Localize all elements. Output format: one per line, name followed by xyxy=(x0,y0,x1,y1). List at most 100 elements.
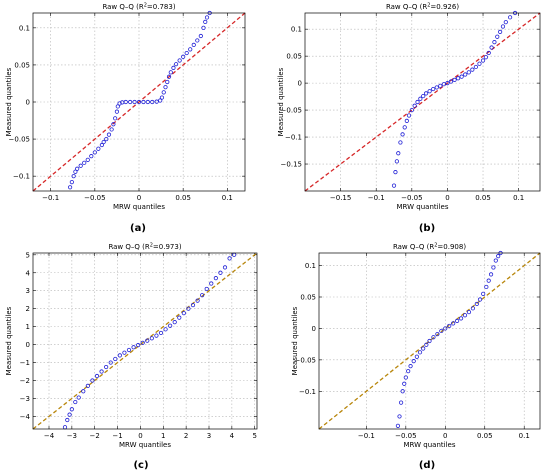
data-point xyxy=(456,76,461,81)
data-point xyxy=(427,338,432,344)
y-tick-label: 3 xyxy=(26,287,30,295)
x-tick-label: −0.05 xyxy=(395,432,416,440)
data-point xyxy=(81,389,86,394)
x-tick-label: −0.1 xyxy=(368,194,385,202)
data-point xyxy=(166,74,172,79)
chart-title-text: Raw Q–Q (R xyxy=(393,243,434,251)
chart-title-text: Raw Q–Q (R xyxy=(102,3,143,11)
x-tick-label: 4 xyxy=(230,432,235,440)
data-point xyxy=(73,169,78,174)
data-point xyxy=(154,333,159,338)
chart-title-text: Raw Q–Q (R xyxy=(386,3,427,11)
data-point xyxy=(209,281,214,286)
data-point xyxy=(104,136,109,142)
data-point xyxy=(101,139,106,145)
data-point xyxy=(423,91,429,96)
data-point xyxy=(177,58,182,63)
data-point xyxy=(496,254,501,259)
data-point xyxy=(409,107,414,113)
y-tick-label: −3 xyxy=(20,395,30,403)
x-tick-label: 1 xyxy=(161,432,165,440)
data-point xyxy=(145,99,150,105)
data-point xyxy=(400,389,405,394)
data-point xyxy=(477,297,483,302)
data-point xyxy=(94,373,100,379)
data-point xyxy=(431,86,436,92)
data-point xyxy=(163,327,168,332)
data-point xyxy=(391,183,397,188)
data-point xyxy=(85,383,90,388)
data-point xyxy=(165,79,170,85)
x-axis-label: MRW quantiles xyxy=(113,203,165,211)
data-point xyxy=(486,50,491,56)
data-point xyxy=(402,381,407,386)
data-point xyxy=(443,326,448,331)
y-tick-label: −1 xyxy=(20,359,30,367)
data-point xyxy=(85,157,90,162)
data-point xyxy=(184,50,189,56)
data-point xyxy=(493,258,498,263)
y-axis-label: Measured quantiles xyxy=(291,306,299,375)
data-point xyxy=(113,356,118,362)
data-point xyxy=(132,99,137,105)
data-point xyxy=(213,276,218,281)
data-point xyxy=(188,47,193,52)
y-tick-label: −0.15 xyxy=(281,161,302,169)
x-tick-label: 0.1 xyxy=(513,194,524,202)
chart-title: Raw Q–Q (R2=0.908) xyxy=(393,243,466,252)
data-point xyxy=(136,99,142,105)
chart-title-value: =0.973) xyxy=(153,243,182,251)
data-point xyxy=(445,81,450,86)
chart-title-value: =0.783) xyxy=(147,3,176,11)
data-point xyxy=(395,423,401,428)
data-point xyxy=(227,256,232,261)
x-axis-label: MRW quantiles xyxy=(119,441,171,449)
y-tick-label: 0 xyxy=(26,341,30,349)
data-point xyxy=(201,25,206,30)
data-point xyxy=(394,159,399,164)
data-point xyxy=(470,306,476,311)
data-point xyxy=(483,55,488,60)
reference-line xyxy=(318,252,541,430)
data-point xyxy=(477,61,482,66)
panel-caption: (a) xyxy=(130,223,146,234)
y-tick-label: −0.05 xyxy=(295,356,316,364)
data-point xyxy=(181,311,186,316)
data-point xyxy=(498,29,503,34)
data-point xyxy=(484,284,489,290)
data-point xyxy=(393,170,398,175)
y-tick-label: −0.1 xyxy=(13,173,30,181)
x-tick-label: 0.05 xyxy=(477,432,493,440)
data-point xyxy=(104,364,109,370)
y-tick-label: 4 xyxy=(26,269,31,277)
data-point xyxy=(67,412,72,417)
data-point xyxy=(455,318,460,323)
data-point xyxy=(150,99,155,105)
data-point xyxy=(418,96,423,101)
y-tick-label: −4 xyxy=(20,413,31,421)
x-tick-label: 2 xyxy=(184,432,188,440)
data-point xyxy=(90,378,95,383)
data-point xyxy=(434,85,439,90)
data-point xyxy=(115,104,120,109)
y-axis-label: Measured quantiles xyxy=(5,67,13,136)
data-point xyxy=(131,345,136,350)
data-point xyxy=(400,132,405,137)
data-point xyxy=(99,142,105,148)
x-tick-label: −2 xyxy=(90,432,100,440)
data-point xyxy=(195,298,200,303)
y-tick-label: 2 xyxy=(26,305,30,313)
reference-line xyxy=(32,12,246,192)
data-point xyxy=(421,346,426,351)
data-point xyxy=(397,414,402,419)
data-point xyxy=(69,407,74,412)
data-point xyxy=(89,154,94,159)
data-point xyxy=(458,316,464,321)
data-point xyxy=(447,323,452,329)
x-tick-label: 0 xyxy=(443,432,447,440)
data-point xyxy=(114,109,120,114)
data-point xyxy=(438,83,443,88)
plot-frame xyxy=(304,12,541,192)
y-tick-label: 0.1 xyxy=(19,24,30,32)
